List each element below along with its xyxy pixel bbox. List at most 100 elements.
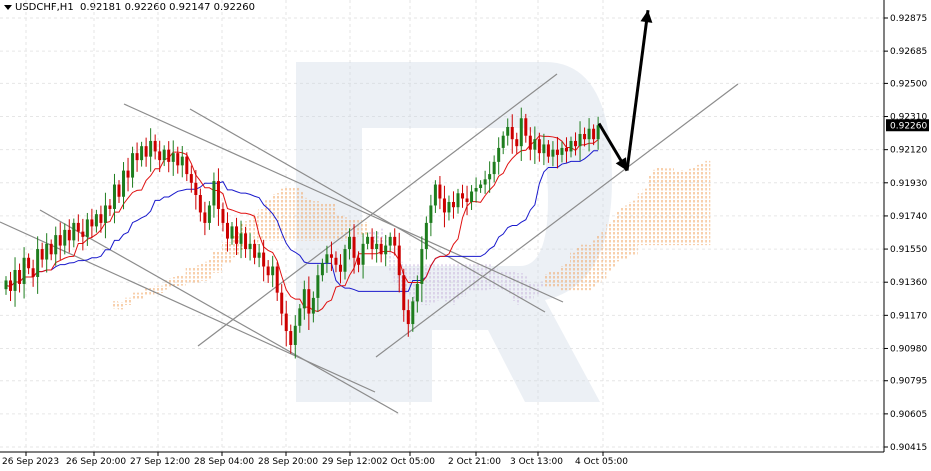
candle-body: [375, 243, 379, 250]
candle-body: [329, 254, 333, 258]
candle-body: [415, 283, 419, 302]
cloud-segment: [655, 167, 661, 246]
forecast-arrow-head: [640, 10, 653, 23]
candle-body: [546, 144, 550, 157]
candle-body: [144, 146, 148, 157]
cloud-segment: [488, 264, 494, 290]
candle-body: [307, 289, 311, 314]
candle-body: [189, 174, 193, 183]
cloud-segment: [619, 207, 625, 260]
cloud-segment: [660, 167, 665, 246]
candle-body: [171, 153, 175, 162]
candle-body: [36, 249, 40, 277]
candle-body: [302, 289, 306, 309]
candle-body: [361, 243, 365, 265]
cloud-segment: [172, 277, 177, 288]
cloud-segment: [615, 211, 620, 262]
candle-body: [293, 325, 297, 345]
candle-body: [244, 233, 248, 250]
cloud-segment: [316, 201, 322, 241]
cloud-segment: [556, 270, 561, 287]
candle-body: [257, 252, 261, 258]
candle-body: [18, 269, 22, 284]
x-tick-label: 2 Oct 05:00: [382, 457, 435, 467]
candle-body: [40, 249, 44, 260]
candle-body: [451, 201, 455, 208]
candle-body: [81, 231, 85, 237]
candle-body: [442, 198, 446, 213]
candle-body: [221, 208, 225, 223]
forecast-arrow-head: [615, 157, 627, 171]
trend-line: [375, 83, 739, 358]
candle-body: [275, 266, 279, 293]
candle-body: [592, 128, 596, 140]
x-tick-label: 2 Oct 21:00: [448, 457, 501, 467]
candle-body: [112, 184, 116, 209]
candle-body: [9, 280, 13, 291]
trend-lines: [0, 73, 739, 414]
candle-body: [235, 226, 239, 244]
candle-body: [185, 156, 189, 175]
cloud-segment: [583, 244, 589, 291]
cloud-segment: [131, 292, 137, 300]
candle-body: [271, 266, 275, 276]
candle-body: [334, 257, 338, 265]
cloud-segment: [475, 264, 480, 291]
candle-body: [384, 245, 388, 255]
candle-body: [474, 188, 478, 192]
candle-body: [583, 133, 587, 140]
candle-body: [492, 161, 496, 175]
cloud-segment: [271, 194, 277, 241]
cloud-segment: [493, 267, 498, 290]
candle-body: [284, 313, 288, 332]
cloud-segment: [145, 287, 150, 295]
candle-body: [578, 133, 582, 147]
candle-body: [537, 139, 541, 154]
cloud-segment: [199, 263, 204, 281]
candle-body: [465, 198, 469, 202]
cloud-segment: [565, 263, 571, 291]
cloud-segment: [452, 264, 458, 305]
cloud-segment: [353, 218, 358, 241]
dropdown-triangle-icon[interactable]: [4, 4, 12, 10]
candles: [4, 107, 600, 359]
cloud-segment: [416, 264, 421, 303]
candle-body: [4, 280, 8, 290]
cloud-segment: [637, 193, 643, 246]
y-tick-label: 0.90795: [890, 377, 927, 387]
candle-body: [515, 139, 519, 147]
cloud-segment: [163, 280, 168, 290]
cloud-segment: [357, 220, 363, 237]
cloud-segment: [669, 168, 674, 246]
candle-body: [461, 193, 465, 199]
cloud-segment: [330, 203, 335, 241]
cloud-segment: [529, 282, 534, 300]
cloud-segment: [276, 193, 281, 241]
cloud-segment: [651, 169, 656, 246]
cloud-segment: [181, 275, 186, 286]
candle-body: [524, 118, 528, 136]
cloud-segment: [294, 187, 299, 241]
cloud-segment: [393, 258, 399, 285]
cloud-segment: [249, 219, 254, 248]
cloud-segment: [280, 188, 286, 241]
candle-body: [574, 140, 578, 147]
cloud-segment: [561, 266, 566, 291]
candle-body: [76, 222, 80, 232]
cloud-segment: [461, 264, 467, 297]
trend-line: [0, 221, 376, 393]
candle-body: [325, 254, 329, 264]
candle-body: [135, 153, 139, 161]
cloud-segment: [579, 244, 584, 291]
candle-body: [370, 236, 374, 250]
cloud-segment: [167, 278, 173, 288]
candle-body: [262, 252, 266, 267]
cloud-segment: [628, 202, 634, 256]
candle-body: [352, 236, 356, 258]
candle-body: [429, 205, 433, 223]
cloud-segment: [158, 285, 164, 293]
candle-body: [176, 153, 180, 166]
candle-body: [447, 201, 451, 213]
